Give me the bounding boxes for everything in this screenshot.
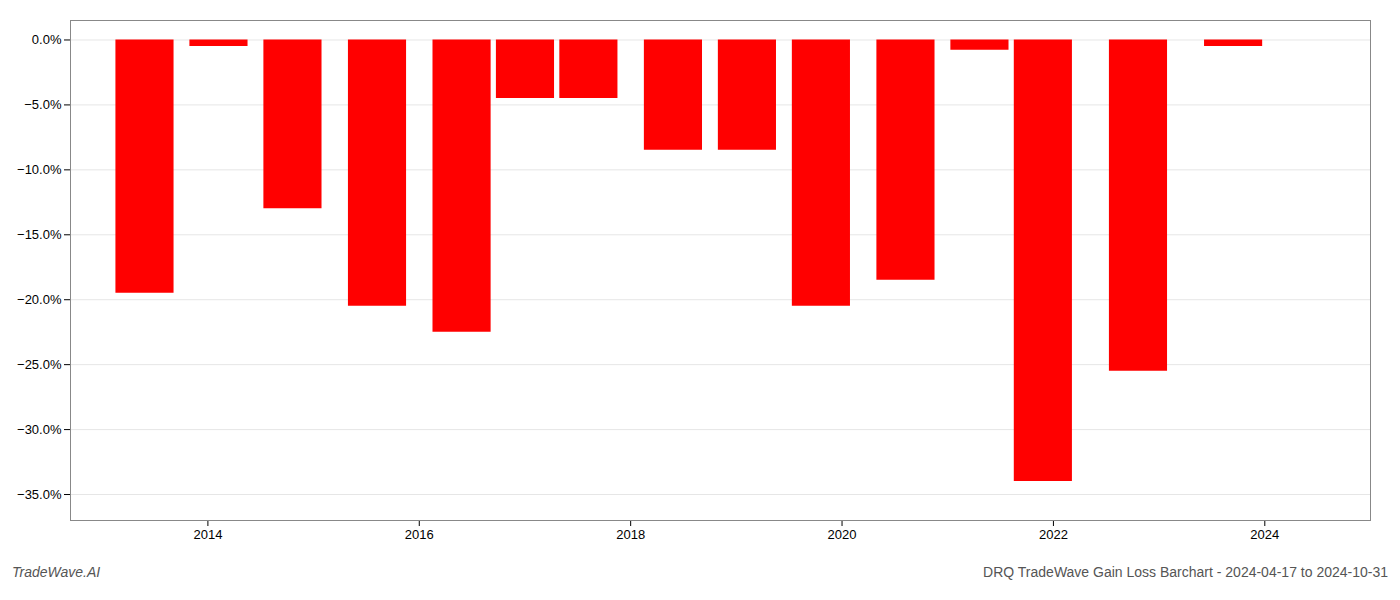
svg-text:2014: 2014 <box>193 527 222 542</box>
svg-text:2024: 2024 <box>1250 527 1279 542</box>
svg-text:−10.0%: −10.0% <box>17 162 62 177</box>
svg-text:0.0%: 0.0% <box>32 32 62 47</box>
svg-text:−5.0%: −5.0% <box>24 97 62 112</box>
svg-text:−15.0%: −15.0% <box>17 227 62 242</box>
svg-text:−20.0%: −20.0% <box>17 292 62 307</box>
svg-text:−35.0%: −35.0% <box>17 487 62 502</box>
svg-text:−30.0%: −30.0% <box>17 422 62 437</box>
svg-text:−25.0%: −25.0% <box>17 357 62 372</box>
html-text:DRQ TradeWave Gain Loss Barcha: DRQ TradeWave Gain Loss Barchart - 2024-… <box>983 564 1388 580</box>
html-text:TradeWave.AI: TradeWave.AI <box>12 564 101 580</box>
svg-text:2018: 2018 <box>616 527 645 542</box>
svg-text:2016: 2016 <box>405 527 434 542</box>
svg-text:2020: 2020 <box>828 527 857 542</box>
svg-text:2022: 2022 <box>1039 527 1068 542</box>
